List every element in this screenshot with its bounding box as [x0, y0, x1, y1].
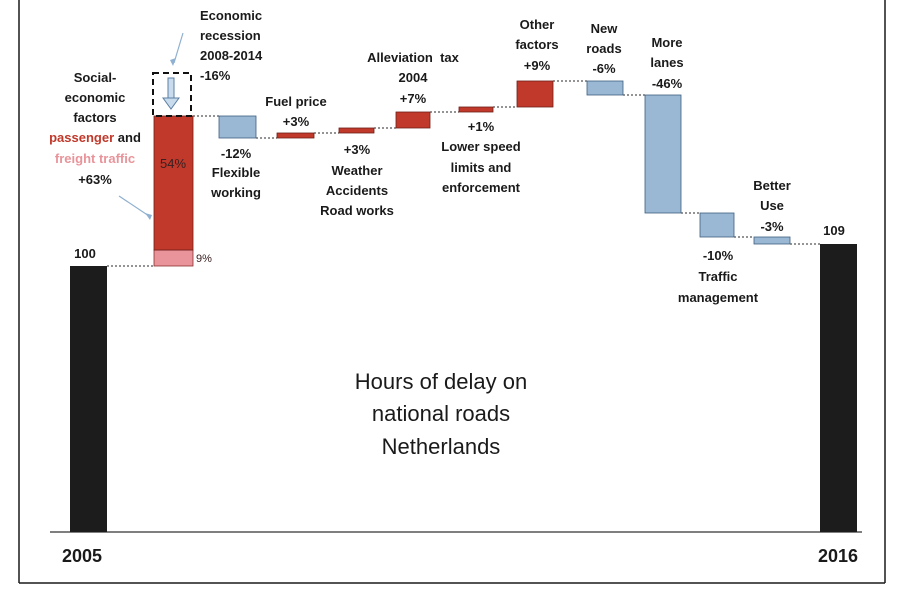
label-flexible-working: -12% Flexible working: [210, 146, 261, 200]
bar-new-roads: [586, 80, 624, 96]
label-more-lanes: More lanes -46%: [650, 35, 683, 91]
bar-recession: [152, 72, 192, 117]
label-lower-speed: +1% Lower speed limits and enforcement: [441, 119, 521, 195]
bar-alleviation-tax: [395, 111, 431, 129]
down-arrow-icon: [162, 77, 180, 110]
bar-more-lanes: [644, 94, 682, 214]
svg-text:Accidents: Accidents: [326, 183, 388, 198]
svg-text:Better: Better: [753, 178, 791, 193]
bar-fuel-price: [276, 132, 315, 139]
svg-text:Use: Use: [760, 198, 784, 213]
svg-text:+63%: +63%: [78, 172, 112, 187]
svg-text:+9%: +9%: [524, 58, 551, 73]
svg-text:national roads: national roads: [372, 401, 510, 426]
svg-text:management: management: [678, 290, 759, 305]
svg-text:Social-: Social-: [74, 70, 117, 85]
svg-text:-12%: -12%: [221, 146, 252, 161]
svg-text:-46%: -46%: [652, 76, 683, 91]
svg-text:2004: 2004: [399, 70, 429, 85]
pointer-line: [173, 32, 184, 64]
svg-text:Other: Other: [520, 17, 555, 32]
svg-text:New: New: [591, 21, 619, 36]
bar-other-factors: [516, 80, 554, 108]
svg-text:-3%: -3%: [760, 219, 784, 234]
svg-text:enforcement: enforcement: [442, 180, 521, 195]
svg-text:lanes: lanes: [650, 55, 683, 70]
svg-text:Weather: Weather: [331, 163, 382, 178]
svg-text:recession: recession: [200, 28, 261, 43]
svg-text:Traffic: Traffic: [698, 269, 737, 284]
svg-text:-10%: -10%: [703, 248, 734, 263]
label-new-roads: New roads -6%: [586, 21, 621, 76]
pointer-arrowhead: [170, 58, 176, 66]
svg-text:Alleviation tax: Alleviation tax: [367, 50, 460, 65]
year-label-2005: 2005: [62, 546, 102, 566]
and-word: and: [114, 130, 141, 145]
passenger-word: passenger: [49, 130, 114, 145]
svg-text:freight traffic: freight traffic: [55, 151, 135, 166]
bar-social-passenger: [153, 115, 194, 251]
svg-text:+7%: +7%: [400, 91, 427, 106]
chart-title: Hours of delay on national roads Netherl…: [355, 369, 527, 459]
svg-text:2008-2014: 2008-2014: [200, 48, 263, 63]
label-weather: +3% Weather Accidents Road works: [320, 142, 394, 218]
svg-text:Netherlands: Netherlands: [382, 434, 501, 459]
svg-text:+3%: +3%: [283, 114, 310, 129]
svg-text:More: More: [651, 35, 682, 50]
label-alleviation-tax: Alleviation tax 2004 +7%: [367, 50, 460, 106]
svg-text:Road works: Road works: [320, 203, 394, 218]
bar-social-freight: [153, 249, 194, 267]
svg-text:roads: roads: [586, 41, 621, 56]
connectors: [107, 80, 820, 267]
svg-text:working: working: [210, 185, 261, 200]
svg-text:economic: economic: [65, 90, 126, 105]
bar-weather: [338, 127, 375, 134]
svg-text:Hours of delay on: Hours of delay on: [355, 369, 527, 394]
svg-text:factors: factors: [73, 110, 116, 125]
label-traffic-management: -10% Traffic management: [678, 248, 759, 305]
svg-text:limits and: limits and: [451, 160, 512, 175]
svg-text:Economic: Economic: [200, 8, 262, 23]
passenger-and-line: passenger and: [49, 130, 141, 145]
value-label-2005: 100: [74, 246, 96, 261]
bar-flexible-working: [218, 115, 257, 139]
year-label-2016: 2016: [818, 546, 858, 566]
svg-text:+3%: +3%: [344, 142, 371, 157]
value-label-2016: 109: [823, 223, 845, 238]
segment-label-freight: 9%: [196, 253, 212, 265]
bar-traffic-management: [699, 212, 735, 238]
label-better-use: Better Use -3%: [753, 178, 791, 234]
svg-text:Flexible: Flexible: [212, 165, 260, 180]
svg-text:-6%: -6%: [592, 61, 616, 76]
bar-better-use: [753, 236, 791, 245]
bar-2016: [820, 244, 857, 532]
pointer-line: [118, 195, 150, 217]
bar-2005: [70, 266, 107, 532]
label-recession: Economic recession 2008-2014 -16%: [200, 8, 263, 83]
label-social-economic: Social- economic factors passenger and f…: [49, 70, 141, 187]
segment-label-passenger: 54%: [160, 156, 186, 171]
svg-text:-16%: -16%: [200, 68, 231, 83]
label-fuel-price: Fuel price +3%: [265, 94, 326, 129]
svg-text:+1%: +1%: [468, 119, 495, 134]
svg-text:Lower speed: Lower speed: [441, 139, 521, 154]
svg-text:factors: factors: [515, 37, 558, 52]
label-other-factors: Other factors +9%: [515, 17, 558, 73]
svg-text:Fuel price: Fuel price: [265, 94, 326, 109]
bar-lower-speed: [458, 106, 494, 113]
pointer-arrowhead: [145, 213, 152, 220]
